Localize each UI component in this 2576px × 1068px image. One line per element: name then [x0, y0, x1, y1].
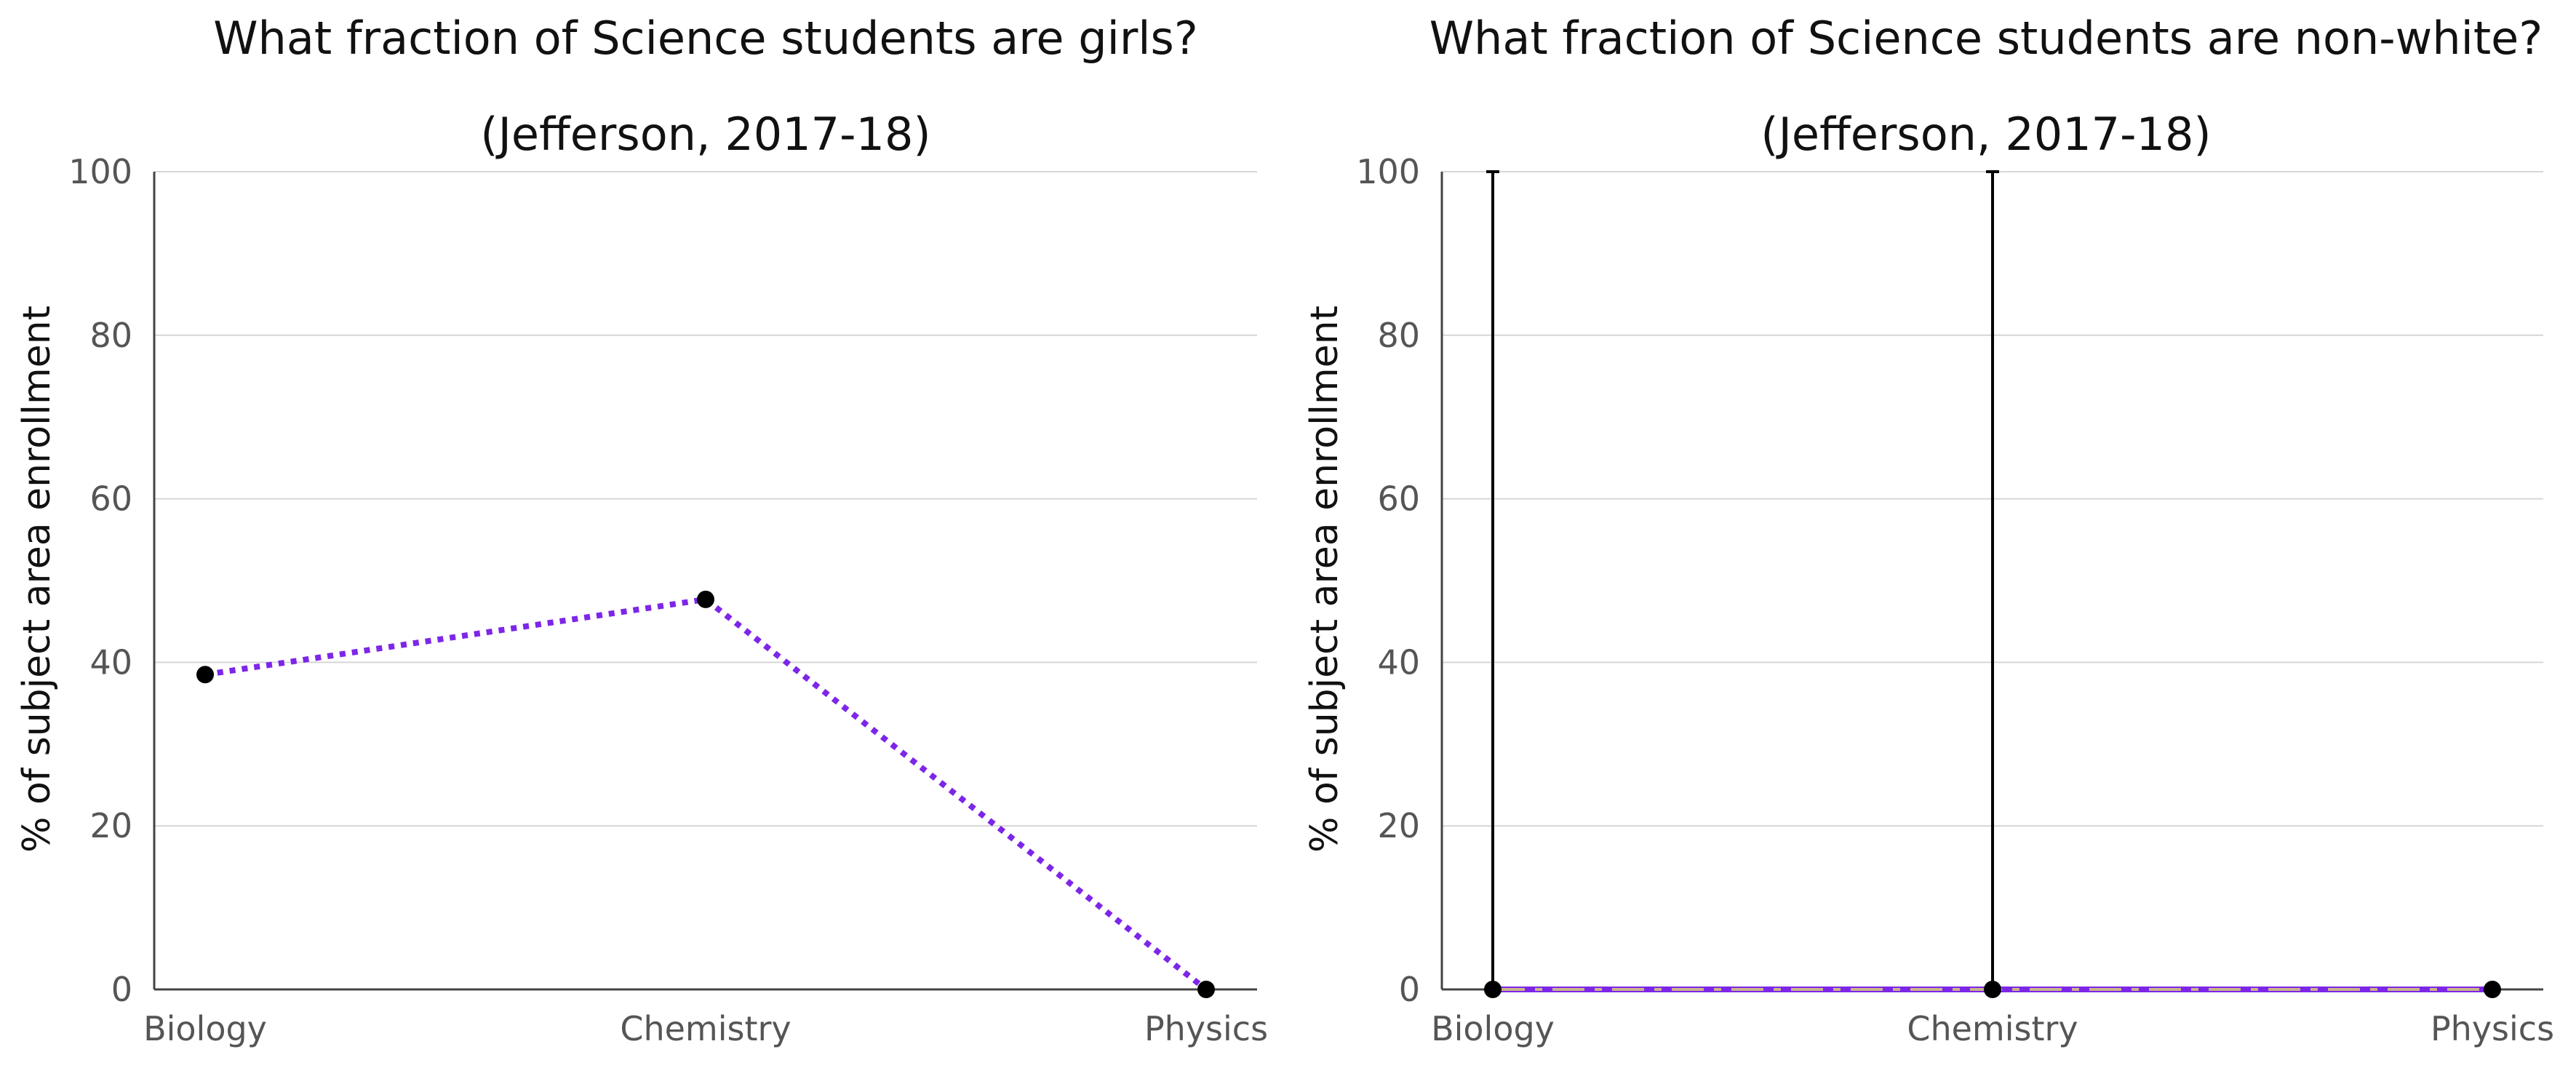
- x-tick-label: Biology: [1431, 1009, 1555, 1048]
- y-tick-label: 60: [1377, 479, 1420, 519]
- y-tick-label: 100: [1356, 152, 1420, 191]
- series-line: [204, 596, 1208, 992]
- chart-subtitle: (Jefferson, 2017-18): [1760, 108, 2211, 161]
- girls-chart-panel: What fraction of Science students are gi…: [15, 12, 1268, 1048]
- y-tick-label: 40: [89, 642, 132, 682]
- data-point: [1984, 981, 2001, 998]
- chart-subtitle: (Jefferson, 2017-18): [480, 108, 930, 161]
- x-tick-label: Biology: [143, 1009, 267, 1048]
- y-tick-label: 20: [89, 806, 132, 845]
- y-tick-label: 60: [89, 479, 132, 519]
- y-tick-label: 20: [1377, 806, 1420, 845]
- x-tick-label: Physics: [1144, 1009, 1268, 1048]
- chart-title: What fraction of Science students are no…: [1429, 12, 2543, 65]
- y-tick-label: 80: [89, 316, 132, 355]
- y-axis-label: % of subject area enrollment: [1303, 306, 1347, 853]
- data-point: [196, 666, 214, 684]
- data-point: [1197, 981, 1215, 998]
- y-tick-label: 0: [1399, 970, 1420, 1009]
- data-point: [1484, 981, 1502, 998]
- data-point: [2484, 981, 2501, 998]
- x-tick-label: Chemistry: [1907, 1009, 2078, 1048]
- y-tick-label: 100: [68, 152, 132, 191]
- x-tick-label: Chemistry: [620, 1009, 791, 1048]
- y-tick-label: 40: [1377, 642, 1420, 682]
- y-tick-label: 80: [1377, 316, 1420, 355]
- x-tick-label: Physics: [2431, 1009, 2554, 1048]
- y-axis-label: % of subject area enrollment: [15, 306, 59, 853]
- chart-title: What fraction of Science students are gi…: [213, 12, 1198, 65]
- data-point: [697, 590, 714, 608]
- y-tick-label: 0: [111, 970, 132, 1009]
- non-white-chart-panel: What fraction of Science students are no…: [1303, 12, 2554, 1048]
